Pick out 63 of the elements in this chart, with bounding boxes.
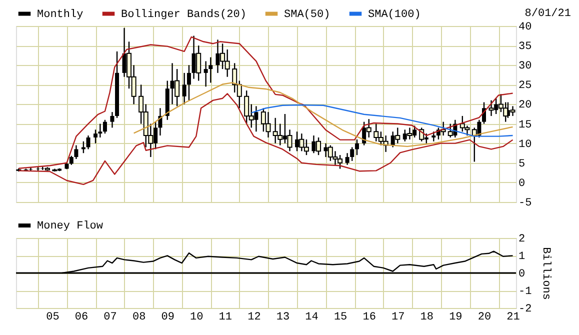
candlestick (102, 119, 107, 134)
y-tick-label: 1 (518, 251, 526, 263)
candlestick (287, 129, 292, 152)
x-tick-label: 07 (104, 312, 117, 324)
x-tick-label: 09 (161, 312, 174, 324)
candlestick (186, 64, 191, 101)
candlestick (510, 106, 516, 117)
legend-label: Monthly (37, 8, 84, 21)
x-tick-label: 17 (392, 312, 405, 324)
x-tick-label: 13 (276, 312, 290, 324)
legend-label: SMA(100) (368, 8, 421, 21)
legend-label: Money Flow (37, 220, 104, 232)
line-series (250, 104, 514, 137)
x-tick-label: 10 (190, 312, 204, 324)
y-tick-label: 25 (518, 80, 532, 92)
y-tick-label: 35 (518, 41, 532, 54)
candlestick (350, 146, 354, 162)
candlestick (110, 111, 114, 128)
candlestick (204, 60, 208, 88)
y-tick-label: 0 (518, 268, 526, 280)
candlestick (98, 123, 102, 138)
x-tick-label: 05 (46, 312, 60, 324)
x-tick-label: 16 (362, 312, 376, 324)
candlestick (448, 123, 453, 138)
legend-label: SMA(50) (284, 8, 330, 21)
x-tick-label: 06 (74, 312, 88, 324)
candlestick (432, 131, 436, 142)
candlestick (488, 100, 494, 117)
y-tick-label: 30 (518, 60, 532, 73)
x-tick-label: 12 (248, 312, 261, 324)
candlestick (94, 129, 98, 144)
x-tick-label: 08 (132, 312, 146, 324)
candlestick (86, 134, 90, 150)
y-tick-label: 40 (518, 22, 532, 34)
x-tick-label: 11 (218, 312, 232, 324)
x-tick-label: 21 (506, 312, 520, 324)
candlestick (354, 138, 359, 156)
y-tick-label: 15 (518, 119, 532, 132)
candlestick (232, 62, 238, 94)
x-tick-label: 19 (449, 312, 462, 324)
candlestick (182, 72, 186, 105)
candlestick (345, 152, 350, 166)
x-tick-label: 18 (420, 312, 434, 324)
candlestick (236, 80, 242, 109)
x-tick-label: 14 (305, 312, 319, 324)
x-tick-label: 15 (334, 312, 348, 324)
y-tick-label: -2 (518, 304, 532, 316)
legend-label: Bollinger Bands(20) (121, 8, 246, 21)
candlestick (81, 140, 86, 154)
y-tick-label: 0 (518, 178, 526, 190)
y-tick-label: 5 (518, 158, 526, 170)
candlestick (395, 127, 400, 144)
text: 8/01/21 (524, 8, 572, 20)
y-tick-label: -5 (518, 198, 532, 210)
candlestick (74, 144, 78, 160)
candlestick (208, 56, 213, 84)
y-tick-label: 10 (518, 138, 532, 151)
candlestick (407, 127, 412, 140)
y-tick-label: -1 (518, 286, 532, 298)
y-tick-label: 20 (518, 100, 532, 112)
x-tick-label: 20 (478, 312, 492, 324)
y-axis-title: Billions (540, 247, 552, 300)
y-tick-label: 2 (518, 234, 526, 246)
